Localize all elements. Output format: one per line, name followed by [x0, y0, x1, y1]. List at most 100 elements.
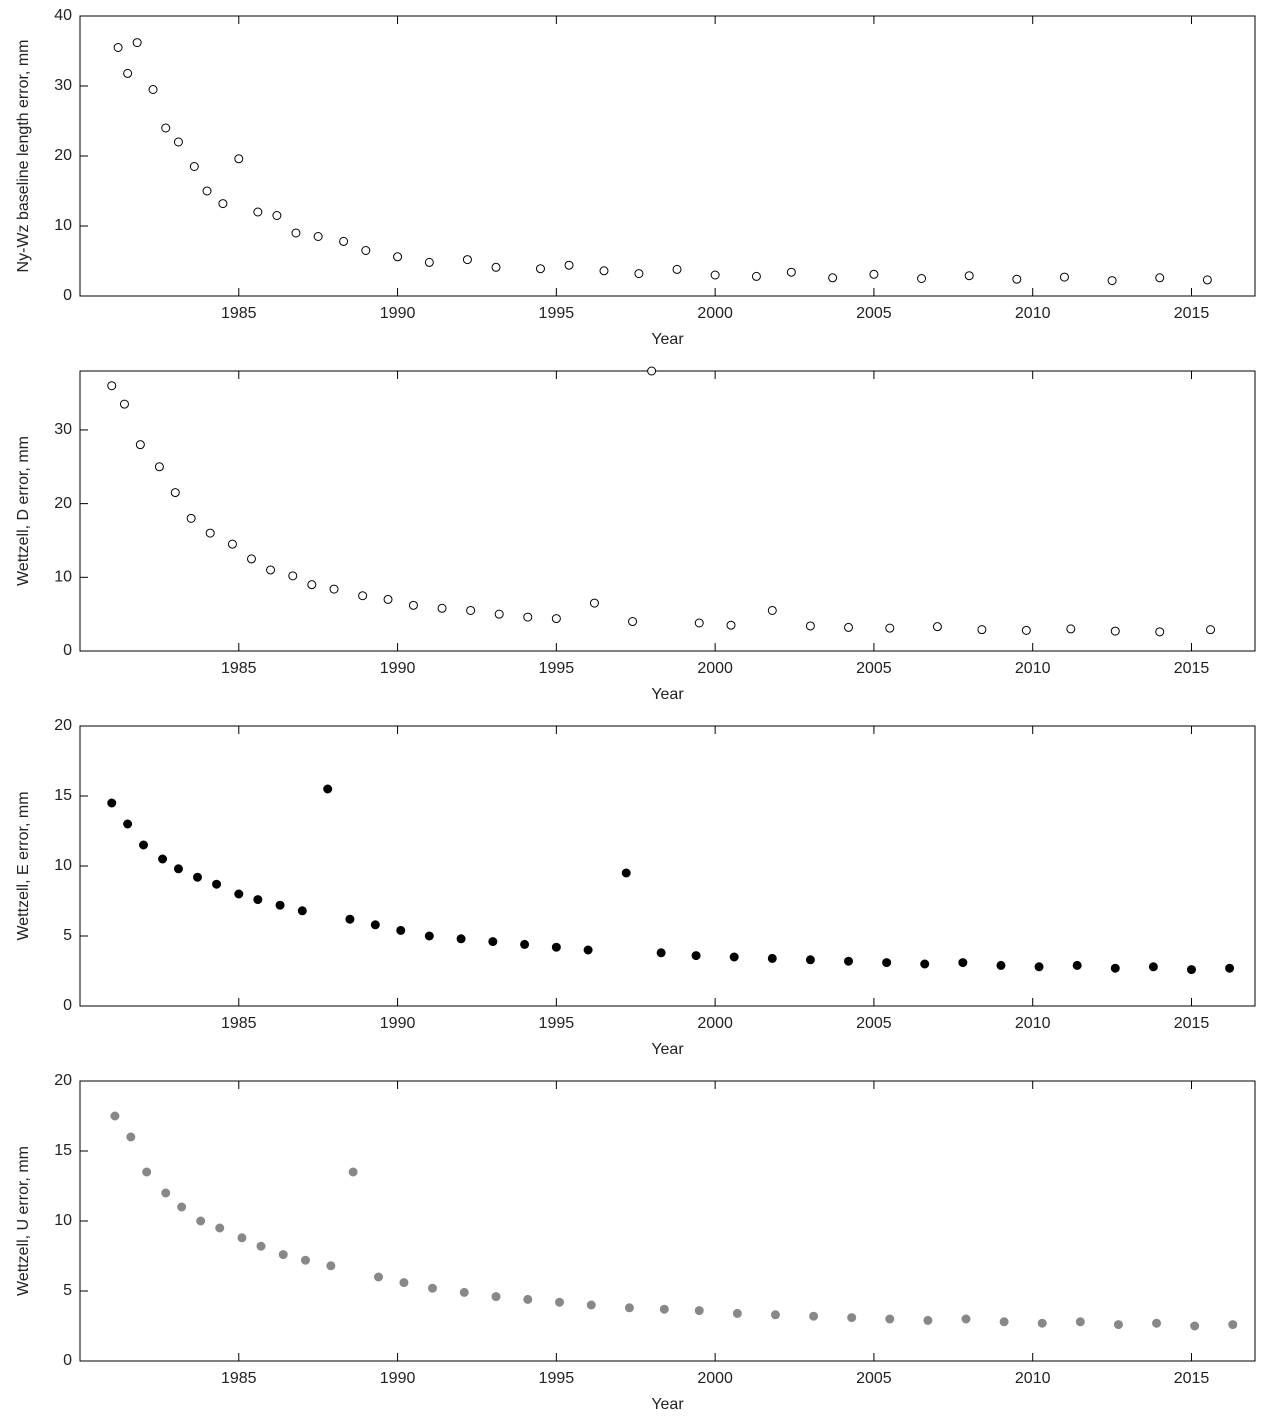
y-tick-label: 0: [63, 997, 72, 1014]
data-point: [107, 798, 117, 808]
data-point: [408, 600, 418, 610]
data-point: [383, 594, 393, 604]
x-tick-label: 1995: [539, 1015, 575, 1032]
data-point: [139, 840, 149, 850]
y-tick-label: 15: [54, 1142, 72, 1159]
x-tick-label: 1990: [380, 660, 416, 677]
y-tick-label: 10: [54, 1212, 72, 1229]
data-point: [278, 1250, 288, 1260]
data-point: [300, 1255, 310, 1265]
y-tick-label: 20: [54, 717, 72, 734]
data-point: [869, 269, 879, 279]
data-point: [234, 889, 244, 899]
data-point: [1206, 625, 1216, 635]
x-tick-label: 2010: [1015, 1370, 1051, 1387]
data-point: [339, 236, 349, 246]
data-point: [491, 262, 501, 272]
data-point: [291, 228, 301, 238]
plot-frame: [79, 370, 1256, 652]
data-point: [253, 207, 263, 217]
data-point: [1190, 1321, 1200, 1331]
data-point: [882, 958, 892, 968]
data-point: [358, 591, 368, 601]
x-axis-label: Year: [651, 331, 684, 348]
data-point: [123, 819, 133, 829]
data-point: [634, 269, 644, 279]
data-point: [494, 609, 504, 619]
data-point: [535, 264, 545, 274]
data-point: [1202, 275, 1212, 285]
data-point: [275, 900, 285, 910]
data-point: [844, 956, 854, 966]
data-point: [647, 366, 657, 376]
data-point: [161, 123, 171, 133]
data-point: [1037, 1318, 1047, 1328]
data-point: [805, 621, 815, 631]
data-point: [586, 1300, 596, 1310]
data-point: [396, 925, 406, 935]
data-point: [920, 959, 930, 969]
data-point: [424, 931, 434, 941]
data-point: [805, 955, 815, 965]
y-tick-label: 30: [54, 421, 72, 438]
x-tick-label: 1990: [380, 1370, 416, 1387]
x-axis-label: Year: [651, 686, 684, 703]
y-tick-label: 5: [63, 927, 72, 944]
data-point: [1155, 627, 1165, 637]
x-tick-label: 2010: [1015, 660, 1051, 677]
data-point: [1113, 1320, 1123, 1330]
data-point: [691, 951, 701, 961]
data-point: [266, 565, 276, 575]
y-axis-label: Wettzell, D error, mm: [15, 436, 32, 586]
y-tick-label: 10: [54, 217, 72, 234]
data-point: [1148, 962, 1158, 972]
data-point: [313, 232, 323, 241]
data-point: [1228, 1320, 1238, 1330]
data-point: [659, 1304, 669, 1314]
data-point: [621, 868, 631, 878]
data-point: [551, 942, 561, 952]
data-point: [1034, 962, 1044, 972]
data-point: [523, 1294, 533, 1304]
y-axis-label: Wettzell, U error, mm: [15, 1146, 32, 1296]
data-point: [624, 1303, 634, 1313]
data-point: [847, 1313, 857, 1323]
data-point: [456, 934, 466, 944]
data-point: [119, 399, 129, 409]
data-point: [809, 1311, 819, 1321]
data-point: [767, 605, 777, 615]
data-point: [1110, 963, 1120, 973]
data-point: [215, 1223, 225, 1233]
data-point: [1075, 1317, 1085, 1327]
data-point: [113, 43, 123, 52]
data-point: [1110, 626, 1120, 636]
data-point: [307, 580, 317, 590]
data-point: [173, 864, 183, 874]
data-point: [437, 603, 447, 613]
data-point: [1066, 624, 1076, 634]
data-point: [374, 1272, 384, 1282]
data-point: [488, 937, 498, 947]
data-point: [142, 1167, 152, 1177]
data-point: [770, 1310, 780, 1320]
data-point: [399, 1278, 409, 1288]
data-point: [196, 1216, 206, 1226]
x-tick-label: 1995: [539, 305, 575, 322]
data-point: [1107, 276, 1117, 286]
x-tick-label: 2000: [697, 660, 733, 677]
data-point: [656, 948, 666, 958]
data-point: [726, 620, 736, 630]
data-point: [828, 273, 838, 283]
x-tick-label: 1995: [539, 660, 575, 677]
x-tick-label: 2000: [697, 1015, 733, 1032]
data-point: [288, 571, 298, 581]
data-point: [729, 952, 739, 962]
y-tick-label: 20: [54, 147, 72, 164]
data-point: [323, 784, 333, 794]
y-tick-label: 5: [63, 1282, 72, 1299]
data-point: [564, 260, 574, 270]
data-point: [551, 614, 561, 624]
y-axis-label: Wettzell, E error, mm: [15, 791, 32, 940]
data-point: [1072, 960, 1082, 970]
